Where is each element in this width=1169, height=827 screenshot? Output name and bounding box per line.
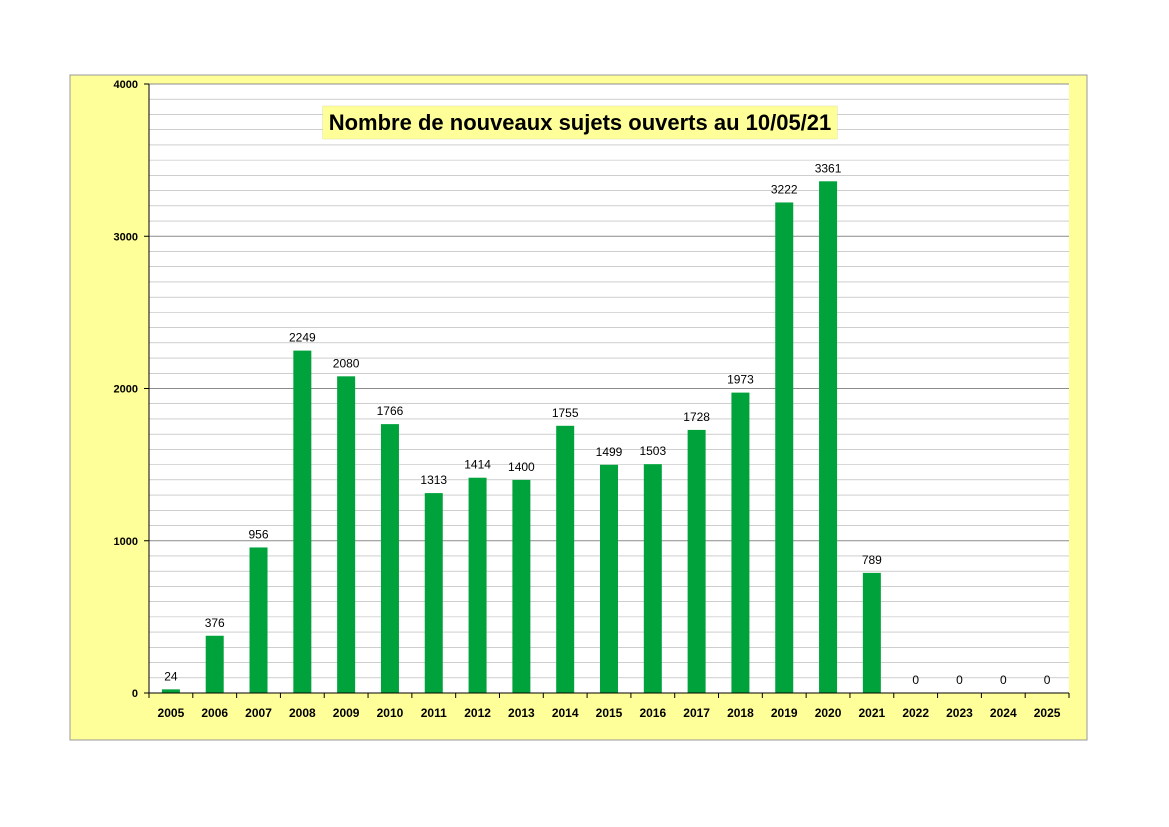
- data-label-2014: 1755: [552, 406, 579, 420]
- data-label-2011: 1313: [420, 473, 447, 487]
- chart-title-background: [322, 105, 838, 140]
- data-label-2018: 1973: [727, 373, 754, 387]
- x-tick-label-2012: 2012: [464, 706, 491, 720]
- y-tick-label-1000: 1000: [114, 536, 138, 548]
- bar-2019: [775, 202, 794, 693]
- data-label-2006: 376: [205, 616, 225, 630]
- bar-2012: [468, 477, 487, 693]
- data-label-2022: 0: [912, 673, 919, 687]
- data-labels-group: 24 376 956 2249 2080 1766 1313 1414 1400 1755 1499…: [164, 161, 1051, 687]
- x-tick-label-2022: 2022: [902, 706, 929, 720]
- y-tick-label-3000: 3000: [114, 231, 138, 243]
- x-tick-label-2018: 2018: [727, 706, 754, 720]
- y-tick-label-0: 0: [132, 688, 138, 700]
- x-tick-label-2016: 2016: [639, 706, 666, 720]
- chart-title: Nombre de nouveaux sujets ouverts au 10/…: [329, 110, 832, 135]
- bar-2005: [161, 689, 180, 693]
- bar-2006: [205, 635, 224, 693]
- bar-2009: [337, 376, 356, 693]
- x-tick-label-2019: 2019: [771, 706, 798, 720]
- y-tick-label-2000: 2000: [114, 384, 138, 396]
- bar-2018: [731, 392, 750, 693]
- bar-2013: [512, 479, 531, 693]
- x-tick-label-2023: 2023: [946, 706, 973, 720]
- y-tick-labels: 0 1000 2000 3000 4000: [114, 79, 138, 700]
- data-label-2008: 2249: [289, 331, 316, 345]
- data-label-2009: 2080: [333, 356, 360, 370]
- x-tick-label-2005: 2005: [158, 706, 185, 720]
- data-label-2024: 0: [1000, 673, 1007, 687]
- x-tick-label-2025: 2025: [1034, 706, 1061, 720]
- data-label-2007: 956: [249, 527, 269, 541]
- bar-2021: [862, 572, 881, 693]
- data-label-2020: 3361: [815, 161, 842, 175]
- bar-2010: [380, 424, 399, 693]
- data-label-2016: 1503: [639, 444, 666, 458]
- y-tick-label-4000: 4000: [114, 79, 138, 91]
- x-tick-label-2017: 2017: [683, 706, 710, 720]
- data-label-2025: 0: [1044, 673, 1051, 687]
- x-tick-label-2006: 2006: [201, 706, 228, 720]
- bars-group: [161, 181, 881, 693]
- data-label-2019: 3222: [771, 182, 798, 196]
- x-tick-label-2010: 2010: [377, 706, 404, 720]
- x-tick-label-2007: 2007: [245, 706, 272, 720]
- bar-2008: [293, 350, 312, 693]
- bar-2015: [600, 464, 618, 693]
- bar-2020: [819, 181, 838, 693]
- bar-2016: [643, 464, 662, 693]
- x-tick-labels: 2005 2006 2007 2008 2009 2010 2011 2012 2013 2014…: [158, 706, 1061, 720]
- data-label-2021: 789: [862, 553, 882, 567]
- x-tick-label-2011: 2011: [421, 706, 447, 720]
- bar-2014: [556, 425, 575, 693]
- x-tick-label-2013: 2013: [508, 706, 535, 720]
- x-tick-label-2009: 2009: [333, 706, 360, 720]
- bar-2017: [687, 429, 706, 693]
- data-label-2012: 1414: [464, 458, 491, 472]
- data-label-2023: 0: [956, 673, 963, 687]
- x-tick-label-2020: 2020: [815, 706, 842, 720]
- data-label-2015: 1499: [596, 445, 623, 459]
- x-tick-label-2014: 2014: [552, 706, 579, 720]
- x-tick-label-2015: 2015: [596, 706, 623, 720]
- data-label-2017: 1728: [683, 410, 710, 424]
- x-tick-label-2024: 2024: [990, 706, 1017, 720]
- data-label-2013: 1400: [508, 460, 535, 474]
- bar-2007: [249, 547, 268, 693]
- data-label-2005: 24: [164, 669, 178, 683]
- x-tick-label-2008: 2008: [289, 706, 316, 720]
- data-label-2010: 1766: [377, 404, 404, 418]
- axes-group: [144, 83, 1070, 698]
- x-tick-label-2021: 2021: [859, 706, 886, 720]
- bar-2011: [424, 493, 443, 693]
